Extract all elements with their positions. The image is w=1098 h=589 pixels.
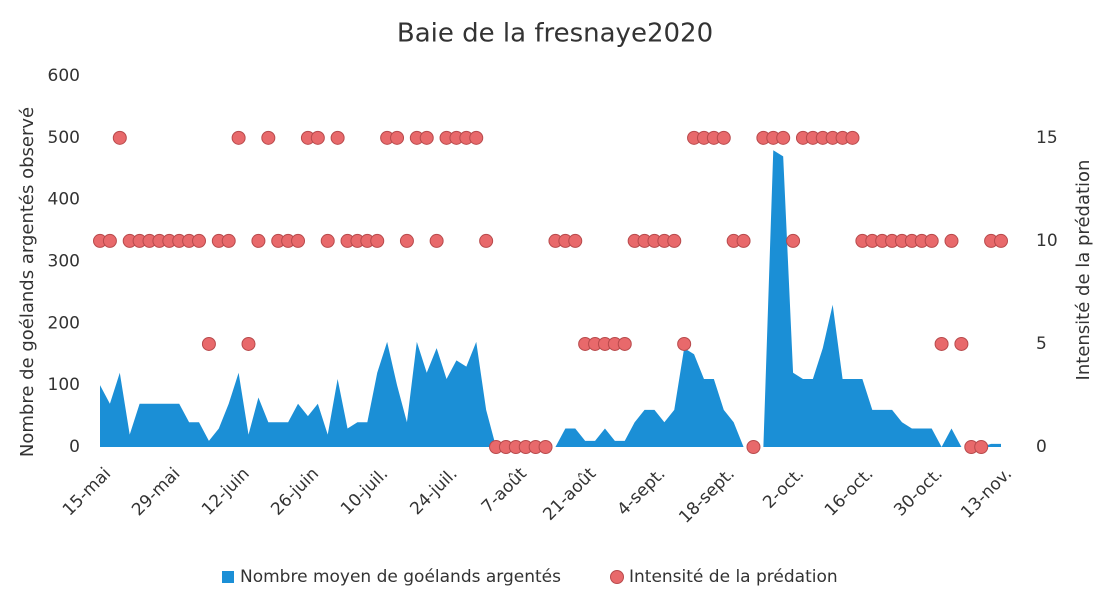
dot — [102, 233, 117, 248]
y2-tick-label: 0 — [1036, 437, 1047, 457]
legend-label: Intensité de la prédation — [629, 567, 838, 587]
y2-tick-label: 10 — [1036, 231, 1058, 251]
dot — [924, 233, 939, 248]
y-tick-label: 500 — [48, 128, 80, 148]
dot — [746, 440, 761, 454]
dot — [974, 440, 989, 454]
y-axis-label: Nombre de goélands argentés observé — [17, 107, 38, 457]
x-tick-label: 26-juin — [267, 464, 323, 520]
dot — [320, 233, 335, 248]
dot — [716, 130, 731, 145]
x-tick-label: 24-juil. — [406, 464, 461, 519]
dot — [251, 233, 266, 248]
dot — [429, 233, 444, 248]
dot — [617, 336, 632, 351]
x-tick-label: 10-juil. — [337, 464, 392, 519]
dot — [112, 130, 127, 145]
dot — [399, 233, 414, 248]
dot — [231, 130, 246, 145]
dot — [568, 233, 583, 248]
x-tick-label: 29-mai — [128, 464, 184, 520]
dot — [667, 233, 682, 248]
y-tick-label: 300 — [48, 252, 80, 272]
x-tick-label: 15-mai — [59, 464, 115, 520]
dot — [241, 336, 256, 351]
dot — [192, 233, 207, 248]
dot — [954, 336, 969, 351]
dot — [419, 130, 434, 145]
area — [100, 150, 1001, 447]
y-tick-label: 200 — [48, 313, 80, 333]
y-tick-label: 100 — [48, 375, 80, 395]
x-tick-label: 2-oct. — [759, 464, 808, 513]
dot — [291, 233, 306, 248]
dot — [330, 130, 345, 145]
y2-axis-label: Intensité de la prédation — [1073, 160, 1094, 381]
x-tick-label: 13-nov. — [957, 464, 1016, 523]
x-tick-label: 16-oct. — [821, 464, 878, 521]
legend-swatch — [610, 570, 624, 584]
dot — [736, 233, 751, 248]
dot — [677, 336, 692, 351]
dot — [469, 130, 484, 145]
dot — [201, 336, 216, 351]
dot — [776, 130, 791, 145]
x-tick-label: 18-sept. — [675, 464, 739, 528]
x-tick-label: 21-août — [539, 464, 600, 525]
x-tick-label: 12-juin — [198, 464, 254, 520]
dot — [479, 233, 494, 248]
legend-label: Nombre moyen de goélands argentés — [240, 567, 561, 587]
dot — [845, 130, 860, 145]
dot — [786, 233, 801, 248]
dot — [261, 130, 276, 145]
y-tick-label: 400 — [48, 190, 80, 210]
dot — [538, 440, 553, 454]
dot — [994, 233, 1008, 248]
x-tick-label: 7-août — [478, 464, 531, 517]
y-tick-label: 600 — [48, 66, 80, 86]
dot — [370, 233, 385, 248]
y-tick-label: 0 — [69, 437, 80, 457]
dot — [390, 130, 405, 145]
dot — [310, 130, 325, 145]
legend-swatch — [222, 571, 234, 583]
x-tick-label: 30-oct. — [890, 464, 947, 521]
dot — [944, 233, 959, 248]
y2-tick-label: 5 — [1036, 334, 1047, 354]
x-tick-label: 4-sept. — [614, 464, 670, 520]
y2-tick-label: 15 — [1036, 128, 1058, 148]
dot — [934, 336, 949, 351]
dot — [221, 233, 236, 248]
chart-title: Baie de la fresnaye2020 — [397, 19, 713, 49]
